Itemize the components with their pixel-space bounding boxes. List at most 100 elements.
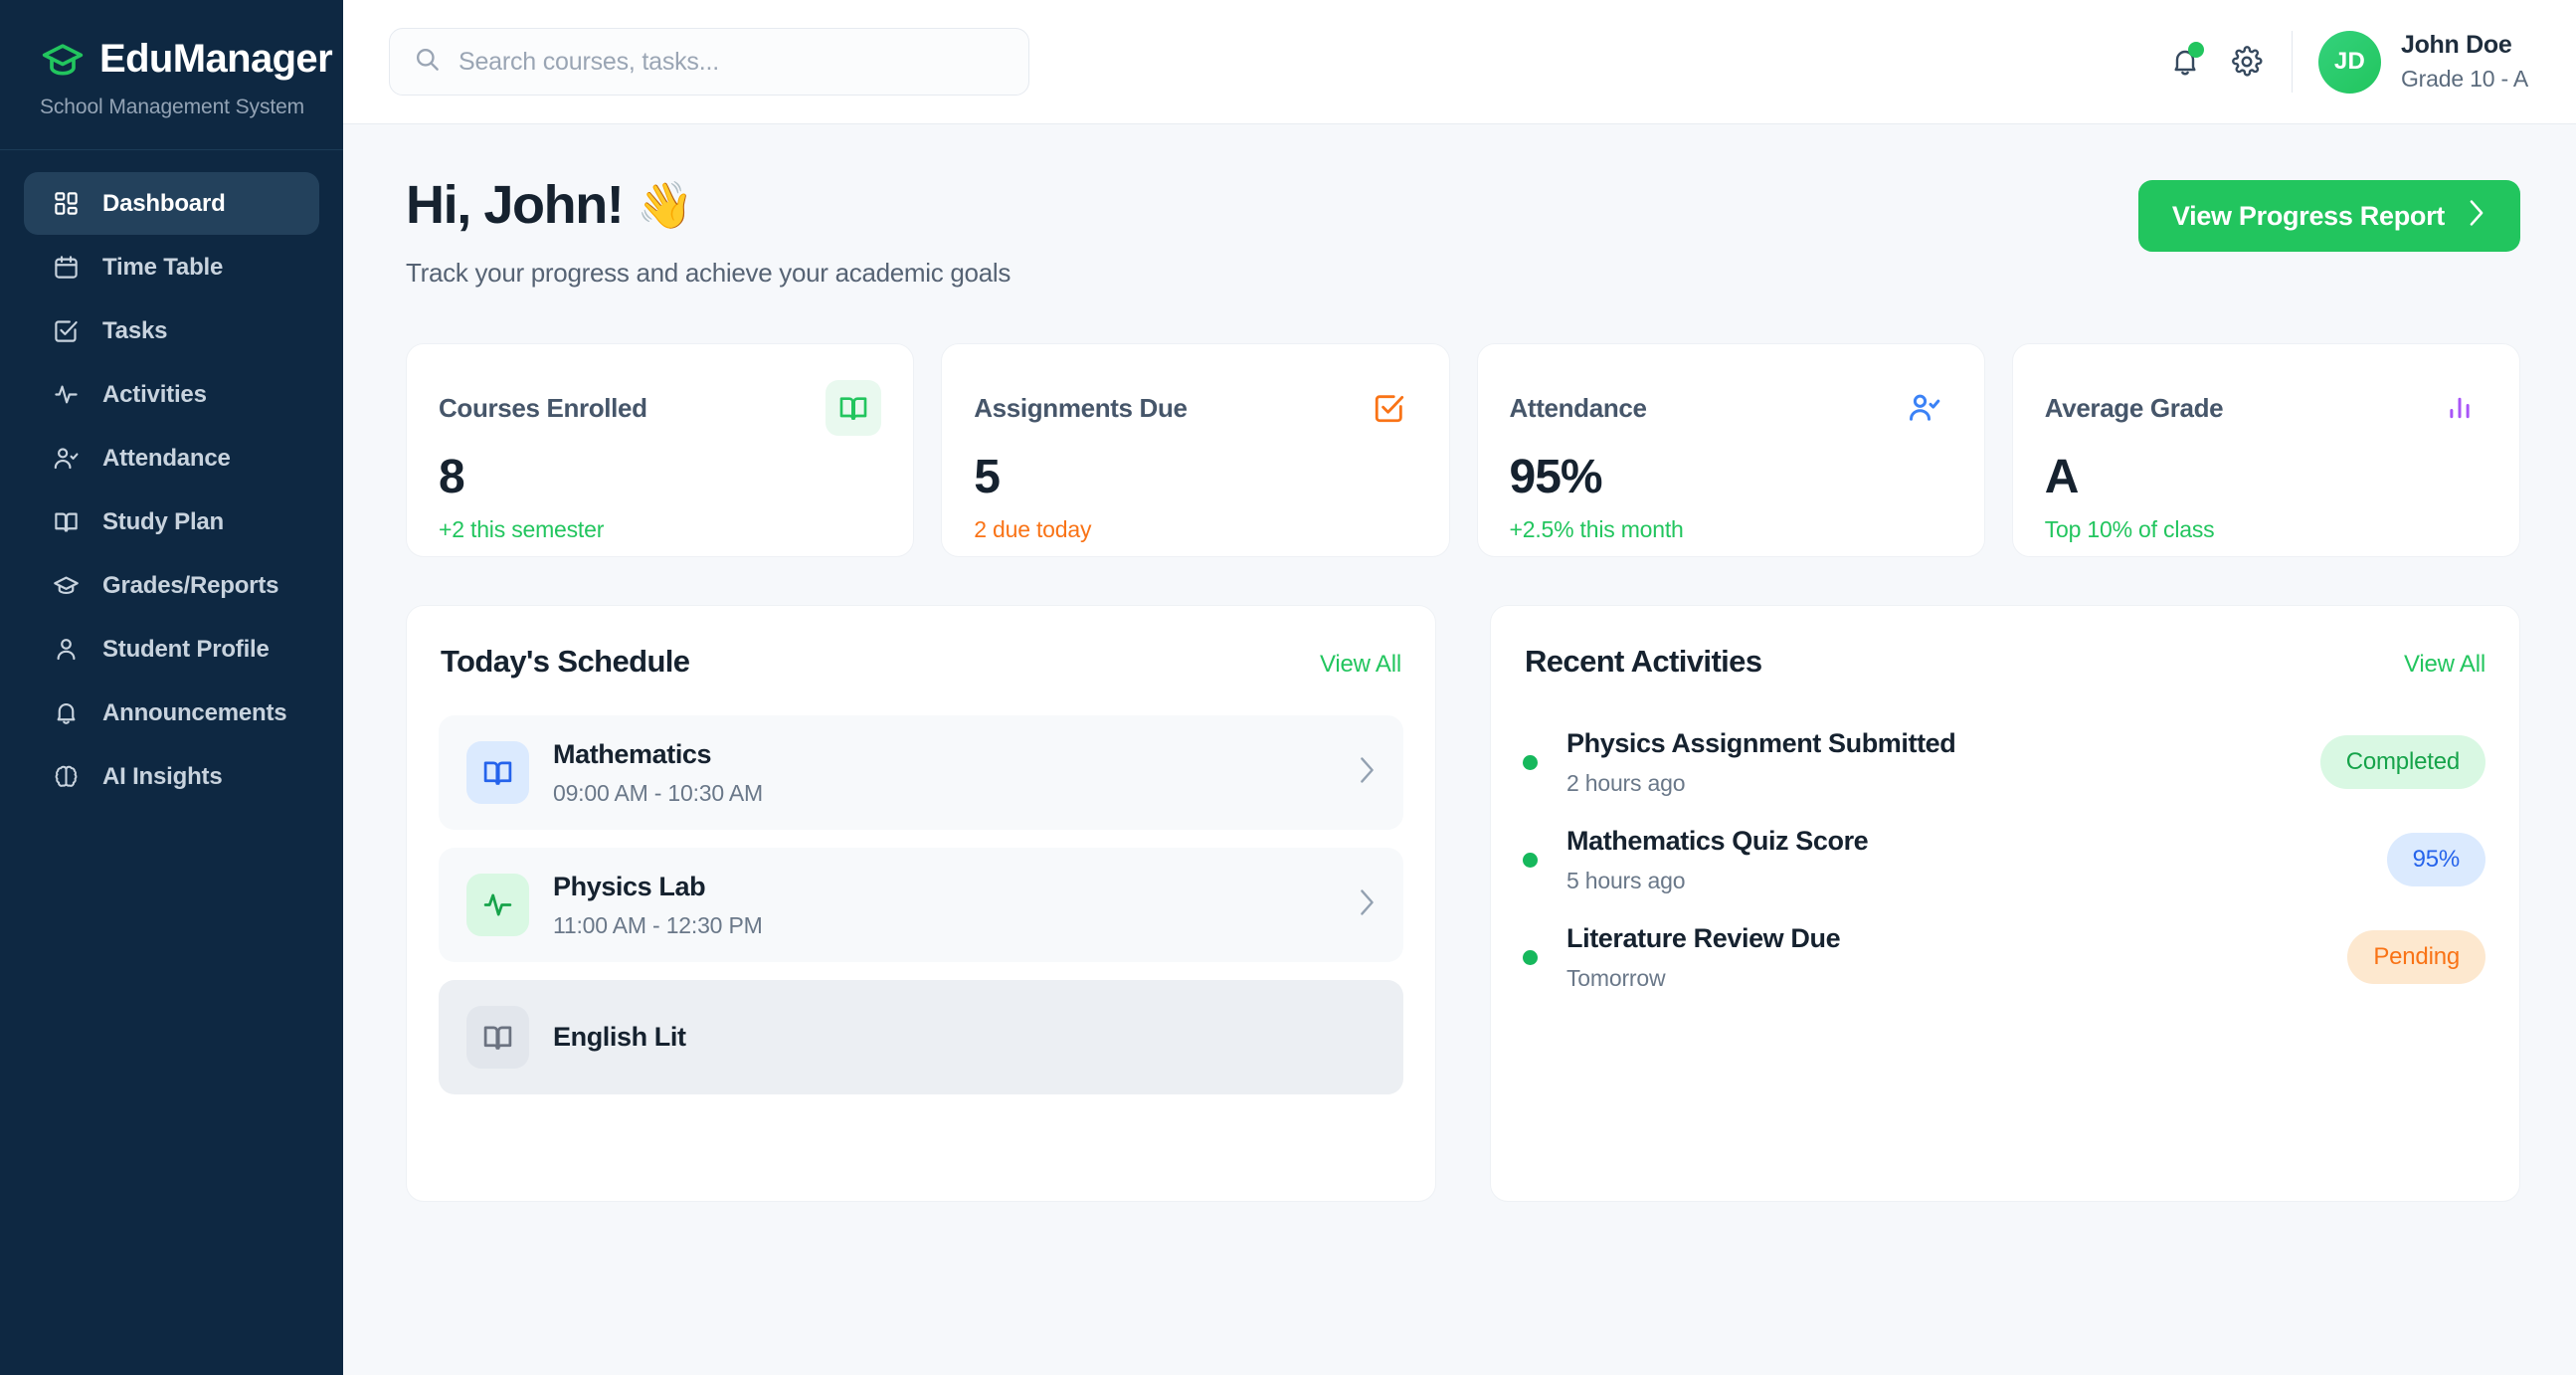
main-area: Search courses, tasks... JD: [343, 0, 2576, 1375]
activity-text: Literature Review Due Tomorrow: [1566, 923, 1841, 992]
sidebar-item-label: Grades/Reports: [102, 571, 279, 599]
sidebar-item-label: AI Insights: [102, 762, 223, 790]
brand-block: EduManager School Management System: [0, 0, 343, 149]
view-progress-report-label: View Progress Report: [2171, 200, 2445, 231]
greeting-block: Hi, John! 👋 Track your progress and achi…: [406, 174, 1011, 289]
schedule-item-time: 09:00 AM - 10:30 AM: [553, 779, 763, 806]
list-item[interactable]: Physics Lab 11:00 AM - 12:30 PM: [439, 848, 1403, 962]
sidebar-item-student-profile[interactable]: Student Profile: [24, 618, 319, 681]
schedule-item-text: English Lit: [553, 1022, 686, 1053]
search-input[interactable]: Search courses, tasks...: [389, 28, 1029, 96]
user-check-icon: [1897, 380, 1952, 436]
stat-card-attendance[interactable]: Attendance 95% +2.5% this month: [1476, 343, 1985, 557]
checkbox-edit-icon: [1362, 380, 1417, 436]
panels-row: Today's Schedule View All Mathematics: [406, 605, 2520, 1202]
stat-card-courses-enrolled[interactable]: Courses Enrolled 8 +2 this semester: [406, 343, 915, 557]
chevron-right-icon[interactable]: [1359, 888, 1376, 921]
sidebar-item-grades-reports[interactable]: Grades/Reports: [24, 554, 319, 617]
activities-list: Physics Assignment Submitted 2 hours ago…: [1523, 713, 2487, 1006]
schedule-item-name: English Lit: [553, 1022, 686, 1052]
page-title: Hi, John! 👋: [406, 174, 1011, 236]
sidebar-item-announcements[interactable]: Announcements: [24, 682, 319, 744]
calendar-icon: [52, 253, 81, 282]
chevron-right-icon[interactable]: [1359, 756, 1376, 789]
settings-button[interactable]: [2216, 31, 2278, 93]
list-item[interactable]: Literature Review Due Tomorrow Pending: [1523, 908, 2487, 1006]
sidebar-item-dashboard[interactable]: Dashboard: [24, 172, 319, 235]
schedule-list: Mathematics 09:00 AM - 10:30 AM: [439, 715, 1403, 1094]
sidebar-item-activities[interactable]: Activities: [24, 363, 319, 426]
recent-activities-panel: Recent Activities View All Physics Assig…: [1490, 605, 2520, 1202]
user-icon: [52, 635, 81, 664]
stat-header: Assignments Due: [974, 380, 1416, 436]
sidebar: EduManager School Management System Dash…: [0, 0, 343, 1375]
stat-label: Courses Enrolled: [439, 392, 647, 423]
view-progress-report-button[interactable]: View Progress Report: [2137, 180, 2520, 252]
pulse-activity-icon: [466, 874, 529, 936]
panel-header: Recent Activities View All: [1523, 644, 2487, 680]
brand-subtitle: School Management System: [40, 96, 305, 118]
schedule-item-name: Physics Lab: [553, 871, 706, 901]
status-badge: Completed: [2319, 735, 2485, 789]
greeting-text: Hi, John!: [406, 175, 625, 235]
status-dot-icon: [1523, 852, 1538, 868]
sidebar-item-ai-insights[interactable]: AI Insights: [24, 745, 319, 808]
bell-icon: [52, 698, 81, 727]
schedule-item-text: Physics Lab 11:00 AM - 12:30 PM: [553, 872, 763, 939]
stat-delta: +2.5% this month: [1509, 516, 1684, 543]
stat-delta: Top 10% of class: [2044, 516, 2215, 543]
sidebar-item-label: Study Plan: [102, 507, 225, 535]
stat-cards: Courses Enrolled 8 +2 this semester Assi…: [406, 343, 2520, 557]
list-item[interactable]: Mathematics 09:00 AM - 10:30 AM: [439, 715, 1403, 830]
wave-hand-icon: 👋: [637, 178, 693, 231]
list-item[interactable]: Mathematics Quiz Score 5 hours ago 95%: [1523, 811, 2487, 908]
user-text: John Doe Grade 10 - A: [2401, 31, 2528, 93]
user-name: John Doe: [2400, 31, 2512, 59]
search-icon: [414, 46, 441, 78]
stat-card-assignments-due[interactable]: Assignments Due 5 2 due today: [941, 343, 1450, 557]
sidebar-item-label: Student Profile: [102, 635, 270, 663]
bar-chart-icon: [2432, 380, 2487, 436]
schedule-item-name: Mathematics: [553, 738, 712, 769]
user-menu[interactable]: JD John Doe Grade 10 - A: [2317, 30, 2528, 94]
grid-dashboard-icon: [52, 189, 81, 218]
status-badge: Pending: [2347, 930, 2485, 984]
activity-text: Physics Assignment Submitted 2 hours ago: [1566, 727, 1956, 797]
sidebar-item-time-table[interactable]: Time Table: [24, 236, 319, 298]
notifications-button[interactable]: [2154, 31, 2216, 93]
pulse-activity-icon: [52, 380, 81, 409]
activities-view-all-link[interactable]: View All: [2403, 651, 2485, 678]
list-item[interactable]: English Lit: [439, 980, 1403, 1094]
stat-label: Average Grade: [2044, 392, 2224, 423]
stat-header: Courses Enrolled: [439, 380, 882, 436]
schedule-view-all-link[interactable]: View All: [1319, 651, 1401, 678]
greeting-row: Hi, John! 👋 Track your progress and achi…: [406, 174, 2520, 289]
schedule-item-text: Mathematics 09:00 AM - 10:30 AM: [553, 739, 763, 807]
stat-value: 8: [439, 451, 465, 503]
activity-time: Tomorrow: [1566, 964, 1666, 991]
status-badge: 95%: [2386, 833, 2485, 886]
stat-delta: 2 due today: [974, 516, 1092, 543]
user-meta: Grade 10 - A: [2400, 66, 2528, 92]
search-placeholder: Search courses, tasks...: [459, 47, 719, 76]
sidebar-item-label: Time Table: [102, 253, 224, 281]
status-dot-icon: [1523, 754, 1538, 770]
graduation-cap-icon: [40, 36, 86, 82]
stat-delta: +2 this semester: [439, 516, 605, 543]
sidebar-item-label: Attendance: [102, 444, 231, 472]
sidebar-item-tasks[interactable]: Tasks: [24, 299, 319, 362]
list-item[interactable]: Physics Assignment Submitted 2 hours ago…: [1523, 713, 2487, 811]
panel-title: Today's Schedule: [441, 644, 690, 679]
topbar: Search courses, tasks... JD: [343, 0, 2576, 124]
sidebar-item-study-plan[interactable]: Study Plan: [24, 491, 319, 553]
activity-title: Physics Assignment Submitted: [1566, 727, 1956, 758]
sidebar-item-label: Dashboard: [102, 189, 226, 217]
stat-card-average-grade[interactable]: Average Grade A Top 10% of class: [2011, 343, 2520, 557]
chevron-right-icon: [2467, 199, 2486, 234]
sidebar-item-attendance[interactable]: Attendance: [24, 427, 319, 490]
open-book-icon: [466, 741, 529, 804]
brand: EduManager: [40, 36, 343, 82]
open-book-icon: [52, 507, 81, 536]
open-book-icon: [826, 380, 882, 436]
